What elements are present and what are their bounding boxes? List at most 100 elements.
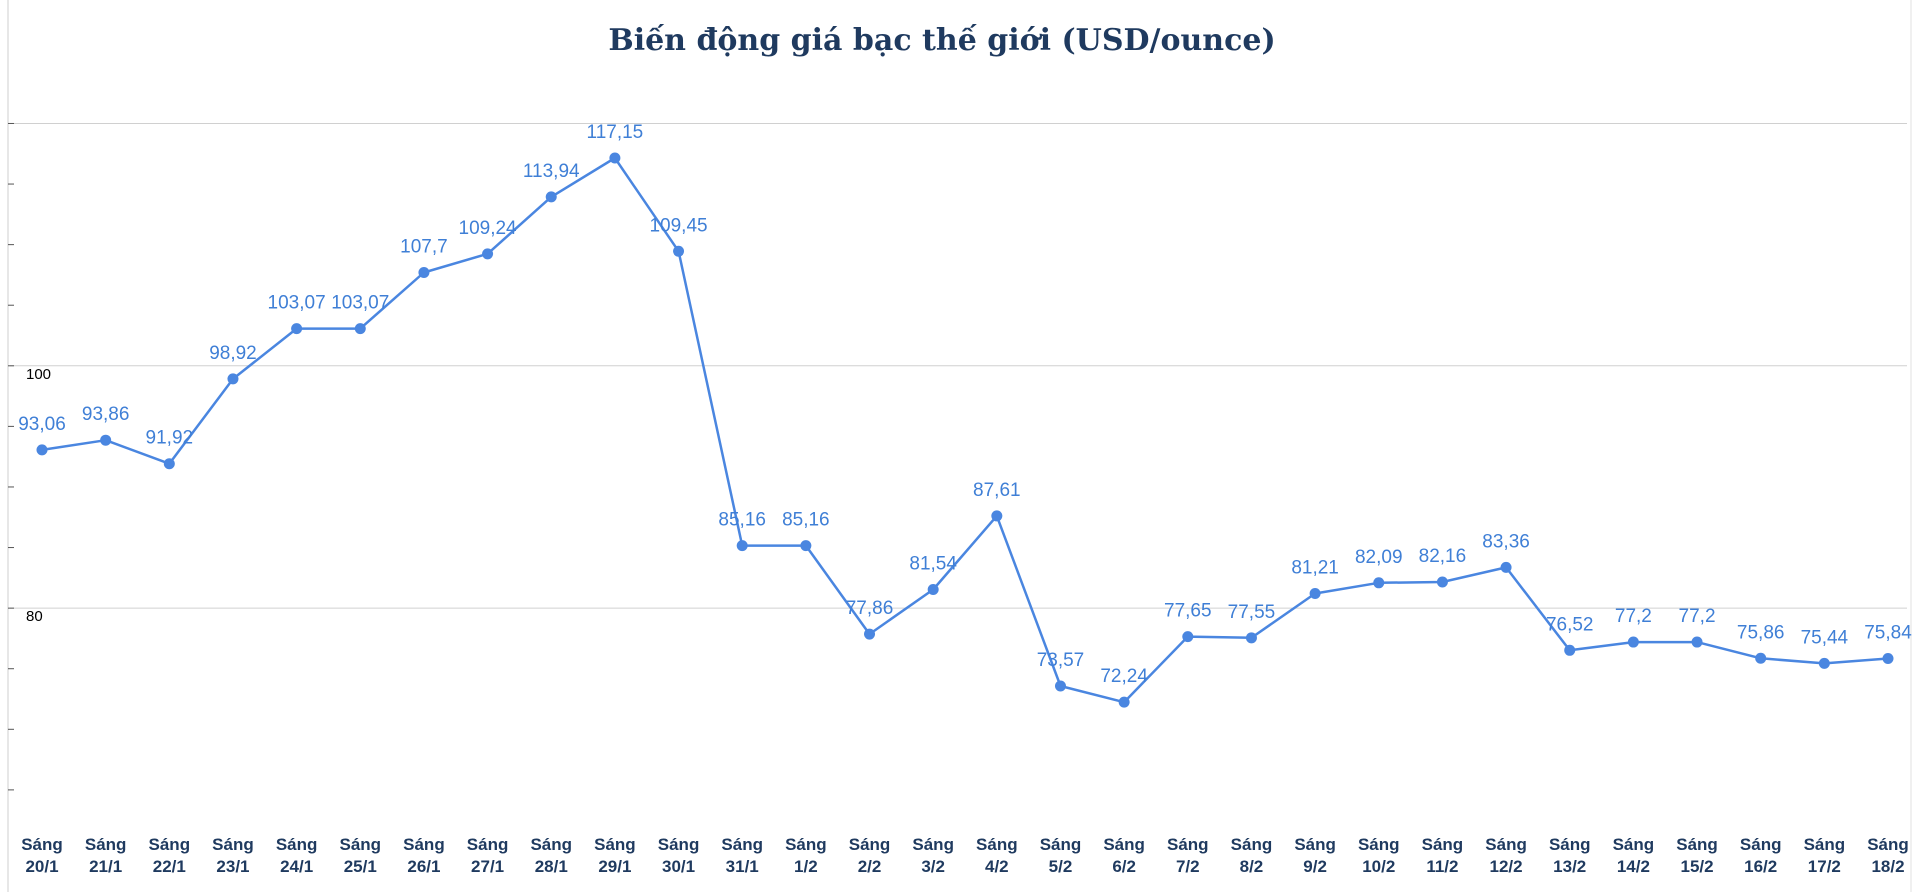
x-tick-label: Sáng: [594, 835, 636, 854]
data-label: 83,36: [1482, 531, 1530, 552]
data-labels: 93,06 93,86 91,92 98,92 103,07 103,07 107,7 109…: [18, 122, 1912, 687]
data-point: [1500, 561, 1512, 573]
data-label: 93,06: [18, 414, 66, 435]
x-tick-label: Sáng: [1867, 835, 1909, 854]
data-point: [163, 458, 175, 470]
x-tick-label-date: 6/2: [1112, 857, 1136, 876]
x-tick-label-date: 9/2: [1303, 857, 1327, 876]
data-point: [609, 152, 621, 164]
x-tick-label: Sáng: [1485, 835, 1527, 854]
data-point: [1436, 576, 1448, 588]
x-tick-label-date: 3/2: [921, 857, 945, 876]
x-tick-label: Sáng: [212, 835, 254, 854]
x-tick-label-date: 27/1: [471, 857, 504, 876]
x-tick-label: Sáng: [85, 835, 127, 854]
data-point: [1691, 636, 1703, 648]
data-label: 109,24: [459, 218, 518, 239]
data-point: [1564, 644, 1576, 656]
data-point: [545, 191, 557, 203]
x-tick-label: Sáng: [1167, 835, 1209, 854]
x-tick-label: Sáng: [403, 835, 445, 854]
x-tick-label: Sáng: [721, 835, 763, 854]
x-tick-label: Sáng: [1740, 835, 1782, 854]
x-tick-label: Sáng: [1040, 835, 1082, 854]
data-point: [418, 267, 430, 279]
x-tick-label-date: 11/2: [1426, 857, 1458, 876]
x-tick-label-date: 28/1: [535, 857, 568, 876]
silver-price-line: [41, 156, 1889, 704]
data-point: [1054, 680, 1066, 692]
y-tick-label: 100: [26, 366, 51, 383]
x-tick-label-date: 13/2: [1553, 857, 1586, 876]
data-point: [927, 583, 939, 595]
x-tick-label: Sáng: [1231, 835, 1273, 854]
y-tick-label: 80: [26, 608, 43, 625]
data-point: [1627, 636, 1639, 648]
data-point: [1373, 577, 1385, 589]
x-tick-label: Sáng: [149, 835, 191, 854]
x-tick-label: Sáng: [785, 835, 827, 854]
data-label: 103,07: [331, 293, 389, 314]
data-point: [800, 540, 812, 552]
data-label: 73,57: [1037, 650, 1085, 671]
x-tick-label-date: 10/2: [1362, 857, 1395, 876]
x-tick-label: Sáng: [1103, 835, 1145, 854]
x-tick-label: Sáng: [976, 835, 1018, 854]
x-tick-label-date: 26/1: [407, 857, 440, 876]
x-tick-label: Sáng: [467, 835, 509, 854]
x-tick-label-date: 25/1: [344, 857, 377, 876]
data-label: 98,92: [209, 343, 257, 364]
data-label: 82,09: [1355, 547, 1403, 568]
data-label: 107,7: [400, 237, 448, 258]
x-tick-label-date: 5/2: [1049, 857, 1073, 876]
data-point: [1309, 587, 1321, 599]
x-tick-label-date: 29/1: [598, 857, 631, 876]
x-tick-label-date: 22/1: [153, 857, 186, 876]
data-label: 77,65: [1164, 601, 1212, 622]
series-line: [41, 156, 1889, 704]
data-label: 103,07: [268, 293, 326, 314]
x-tick-label-date: 8/2: [1240, 857, 1264, 876]
data-label: 81,21: [1291, 557, 1339, 578]
data-label: 113,94: [523, 161, 580, 182]
data-point: [991, 510, 1003, 522]
data-point: [1245, 632, 1257, 644]
data-label: 72,24: [1100, 666, 1148, 687]
data-point: [1882, 653, 1894, 665]
data-point: [1118, 696, 1130, 708]
data-point: [227, 373, 239, 385]
x-tick-label-date: 14/2: [1617, 857, 1650, 876]
x-tick-label: Sáng: [1422, 835, 1464, 854]
data-point: [100, 434, 112, 446]
data-label: 81,54: [909, 553, 957, 574]
data-label: 117,15: [587, 122, 644, 143]
x-tick-label: Sáng: [339, 835, 381, 854]
data-label: 109,45: [649, 215, 707, 236]
x-tick-label-date: 2/2: [858, 857, 882, 876]
x-tick-label: Sáng: [1676, 835, 1718, 854]
x-tick-label-date: 31/1: [726, 857, 759, 876]
data-label: 77,55: [1228, 602, 1276, 623]
x-tick-label: Sáng: [658, 835, 700, 854]
x-tick-label-date: 20/1: [25, 857, 58, 876]
data-label: 77,86: [846, 598, 894, 619]
x-tick-label: Sáng: [1358, 835, 1400, 854]
x-tick-label-date: 15/2: [1680, 857, 1713, 876]
grid-lines: [10, 122, 1907, 609]
x-tick-label-date: 16/2: [1744, 857, 1777, 876]
x-tick-label-date: 24/1: [280, 857, 313, 876]
data-point: [864, 628, 876, 640]
x-tick-label-date: 21/1: [89, 857, 122, 876]
data-label: 85,16: [782, 510, 830, 531]
x-tick-label: Sáng: [21, 835, 63, 854]
data-label: 87,61: [973, 480, 1021, 501]
x-tick-label-date: 4/2: [985, 857, 1009, 876]
x-tick-label-date: 1/2: [794, 857, 818, 876]
x-tick-label-date: 30/1: [662, 857, 695, 876]
x-tick-label-date: 18/2: [1871, 857, 1904, 876]
data-point: [673, 245, 685, 257]
x-tick-label-date: 17/2: [1808, 857, 1841, 876]
data-point: [736, 540, 748, 552]
x-tick-label: Sáng: [1613, 835, 1655, 854]
